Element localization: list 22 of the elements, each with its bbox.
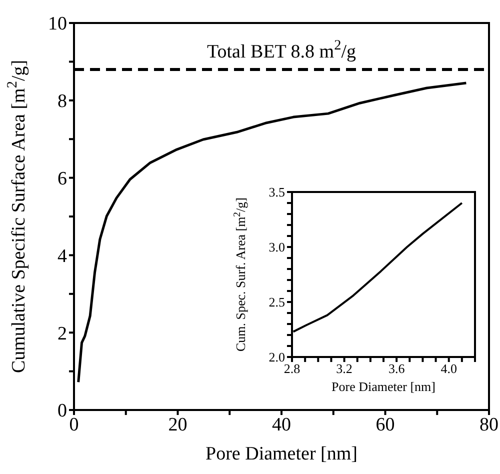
y-tick-label: 0 — [58, 400, 67, 422]
x-tick-label: 2.8 — [284, 361, 300, 376]
y-tick-label: 2 — [58, 323, 67, 344]
x-axis-title: Pore Diameter [nm] — [332, 378, 436, 394]
line-series — [77, 82, 468, 384]
y-tick-label: 3.0 — [268, 240, 285, 255]
y-tick-label: 2.0 — [268, 350, 285, 365]
y-tick-label: 2.5 — [268, 294, 285, 310]
x-tick-label: 20 — [168, 414, 188, 436]
y-tick-label: 3.5 — [268, 184, 285, 200]
ref-line-label: Total BET 8.8 m$^{2}$/g — [207, 37, 356, 62]
x-tick-label: 3.2 — [336, 361, 352, 376]
x-tick-label: 40 — [272, 414, 291, 436]
x-tick-label: 3.6 — [388, 361, 406, 376]
x-tick-label: 4.0 — [440, 361, 457, 376]
x-axis-title: Pore Diameter [nm] — [206, 443, 358, 464]
y-tick-label: 8 — [58, 91, 67, 112]
y-tick-label: 10 — [48, 14, 67, 35]
x-tick-label: 80 — [480, 414, 498, 436]
x-tick-label: 60 — [376, 414, 395, 436]
y-tick-label: 4 — [58, 246, 68, 267]
y-tick-label: 6 — [58, 168, 67, 190]
